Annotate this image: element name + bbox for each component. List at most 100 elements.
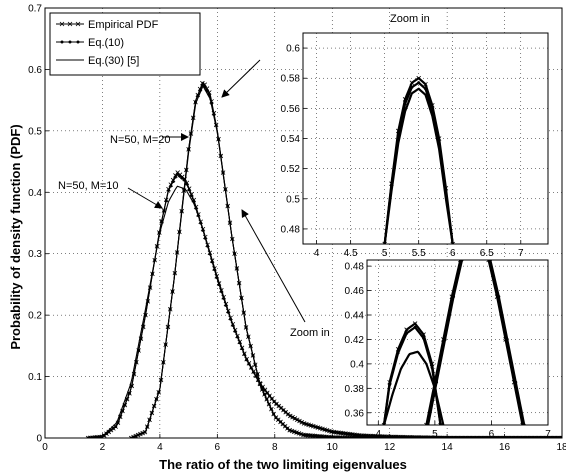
main-y-tick-label: 0.5 [28, 126, 42, 137]
inset-bottom-point-eq-10 [413, 325, 417, 329]
legend [49, 12, 201, 76]
inset-bottom-frame [366, 259, 549, 426]
main-point-eq-10 [167, 188, 171, 192]
arrow-zoom-in-main [241, 209, 306, 323]
main-point-eq-10 [187, 188, 191, 192]
inset-top-x-tick-label: 4 [314, 248, 320, 259]
main-point-eq-10 [178, 174, 182, 178]
main-point-eq-10 [185, 182, 189, 186]
main-point-eq-10 [127, 391, 131, 395]
main-point-eq-10 [164, 199, 168, 203]
arrow-n50-m10 [127, 187, 163, 209]
inset-bottom-x-tick-label: 4 [376, 429, 382, 440]
legend-marker [68, 40, 72, 44]
main-x-tick-label: 14 [442, 442, 454, 453]
inset-bottom-point-eq-10 [505, 337, 509, 341]
main-point-eq-10 [173, 175, 177, 179]
inset-top-y-tick-label: 0.58 [281, 74, 301, 85]
legend-entry-eq10: Eq.(10) [88, 37, 124, 49]
annotation-n50-m10: N=50, M=10 [58, 180, 119, 192]
inset-bottom-x-tick-label: 7 [545, 429, 551, 440]
inset-top-x-tick-label: 4.5 [344, 248, 358, 259]
annotation-n50-m20: N=50, M=20 [110, 134, 171, 146]
inset-bottom-series-eq-10 [382, 326, 442, 425]
inset-bottom-x-tick-label: 6 [489, 429, 495, 440]
main-point-eq-10 [183, 178, 187, 182]
main-y-tick-label: 0.3 [28, 249, 42, 260]
inset-bottom-y-tick-label: 0.42 [345, 335, 365, 346]
inset-top-x-tick-label: 6 [450, 248, 456, 259]
inset-bottom-point-eq-10 [443, 337, 447, 341]
main-point-eq-10 [189, 194, 193, 198]
inset-bottom-point-empirical-pdf [404, 327, 409, 332]
inset-bottom-point-empirical-pdf [438, 422, 443, 425]
inset-top-point-eq-10 [410, 85, 414, 89]
main-point-eq-10 [111, 426, 115, 430]
main-point-eq-10 [114, 425, 118, 429]
inset-bottom-point-eq-10 [396, 351, 400, 355]
main-frame [44, 7, 563, 439]
main-x-tick-label: 6 [215, 442, 221, 453]
inset-top-x-tick-label: 5.5 [412, 248, 426, 259]
inset-top-point-eq-10 [417, 81, 421, 85]
inset-bottom-y-tick-label: 0.46 [345, 286, 365, 297]
legend-marker [59, 21, 65, 27]
main-point-eq-10 [123, 403, 127, 407]
legend-entry-empirical: Empirical PDF [88, 19, 159, 31]
inset-top-y-tick-label: 0.48 [281, 224, 301, 235]
inset-top-point-empirical-pdf [382, 241, 387, 244]
inset-top-x-tick-label: 5 [382, 248, 388, 259]
inset-bottom-y-tick-label: 0.38 [345, 384, 365, 395]
main-point-eq-10 [200, 83, 204, 87]
inset-bottom-point-eq-10 [388, 383, 392, 387]
inset-top-y-tick-label: 0.56 [281, 104, 301, 115]
main-x-tick-label: 2 [100, 442, 106, 453]
inset-top-x-tick-label: 6.5 [480, 248, 494, 259]
main-point-eq-10 [130, 384, 134, 388]
annotation-zoom-in-main: Zoom in [290, 327, 330, 339]
legend-entry-eq30: Eq.(30) [5] [88, 55, 139, 67]
inset-bottom-x-tick-label: 5 [432, 429, 438, 440]
main-y-tick-label: 0.4 [28, 188, 42, 199]
arrow-to-peak-m20 [221, 59, 261, 98]
inset-top-y-tick-label: 0.5 [286, 194, 300, 205]
inset-top-series-eq-30-5 [383, 87, 454, 244]
inset-bottom-background [367, 260, 548, 425]
inset-bottom-point-eq-10 [497, 295, 501, 299]
inset-bottom-point-eq-10 [405, 331, 409, 335]
inset-bottom-y-tick-label: 0.44 [345, 311, 365, 322]
inset-top-title: Zoom in [390, 13, 430, 25]
main-point-eq-10 [162, 209, 166, 213]
main-x-tick-label: 18 [556, 442, 566, 453]
main-x-tick-label: 0 [42, 442, 48, 453]
main-x-tick-label: 4 [157, 442, 163, 453]
main-point-empirical-pdf [559, 435, 562, 438]
inset-bottom-series-group [381, 260, 526, 425]
main-point-eq-10 [171, 180, 175, 184]
inset-bottom-y-tick-label: 0.4 [350, 359, 364, 370]
inset-bottom-y-tick-label: 0.48 [345, 262, 365, 273]
main-x-tick-label: 10 [327, 442, 339, 453]
main-point-eq-10 [176, 172, 180, 176]
inset-top-point-empirical-pdf [450, 241, 456, 244]
main-y-tick-label: 0 [36, 434, 42, 445]
legend-marker [75, 21, 81, 27]
inset-top-series-group [382, 75, 456, 244]
inset-top-x-tick-label: 7 [518, 248, 524, 259]
inset-top-point-eq-10 [403, 102, 407, 106]
inset-bottom-y-tick-label: 0.36 [345, 408, 365, 419]
main-point-eq-10 [180, 176, 184, 180]
inset-top-y-tick-label: 0.54 [281, 134, 301, 145]
inset-bottom-point-eq-10 [435, 380, 439, 384]
main-series-eq-30-5 [88, 185, 562, 438]
main-point-eq-10 [169, 184, 173, 188]
inset-top-y-tick-label: 0.52 [281, 164, 301, 175]
y-axis-label: Probability of density function (PDF) [8, 124, 23, 349]
legend-box [49, 12, 201, 76]
inset-top-point-empirical-pdf [416, 75, 421, 81]
inset-top-frame [302, 32, 549, 245]
inset-top-point-eq-10 [424, 87, 427, 91]
inset-bottom-point-empirical-pdf [412, 321, 418, 326]
x-axis-label: The ratio of the two limiting eigenvalue… [159, 457, 407, 472]
